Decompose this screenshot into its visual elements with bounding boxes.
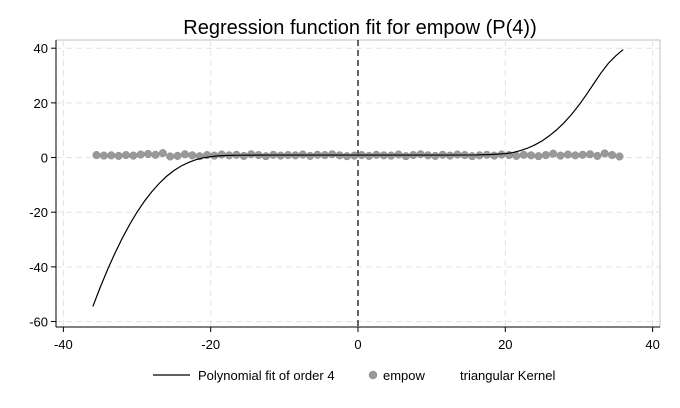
data-point (578, 150, 587, 159)
data-point (490, 151, 499, 160)
fit-line-segment (92, 154, 358, 307)
data-point (114, 151, 123, 160)
data-point (512, 151, 521, 160)
fit-line-segment (358, 49, 624, 156)
data-point (364, 151, 374, 160)
data-point (541, 151, 550, 160)
legend: Polynomial fit of order 4 empow triangul… (153, 368, 555, 383)
data-point (144, 149, 153, 159)
y-tick-label: 40 (34, 41, 48, 56)
data-point (129, 151, 138, 160)
legend-label-kernel: triangular Kernel (460, 368, 555, 383)
data-point (151, 150, 160, 159)
data-point (342, 152, 352, 161)
legend-marker-swatch (368, 370, 378, 380)
x-tick-label: -40 (54, 337, 73, 352)
data-point (549, 149, 558, 158)
data-point (306, 151, 315, 160)
x-tick-label: -20 (201, 337, 220, 352)
data-point (519, 150, 528, 159)
data-point (468, 152, 477, 161)
data-point (188, 151, 197, 160)
legend-label-fit: Polynomial fit of order 4 (198, 368, 335, 383)
data-point (99, 151, 108, 160)
data-point (416, 150, 425, 159)
legend-label-empow: empow (383, 368, 426, 383)
data-point (328, 150, 337, 159)
data-point (615, 152, 624, 161)
x-tick-label: 20 (498, 337, 512, 352)
y-tick-label: 20 (34, 96, 48, 111)
data-point (158, 149, 167, 158)
data-point (593, 151, 602, 160)
y-tick-label: -60 (29, 315, 48, 330)
data-point (217, 150, 226, 159)
data-point (534, 152, 543, 161)
data-point (121, 151, 131, 160)
y-tick-label: -20 (29, 205, 48, 220)
y-tick-label: 0 (41, 151, 48, 166)
x-tick-label: 40 (645, 337, 659, 352)
data-point (239, 151, 248, 160)
data-point (401, 152, 410, 161)
data-point (173, 151, 182, 160)
data-point (92, 151, 101, 160)
chart-title: Regression function fit for empow (P(4)) (183, 17, 536, 39)
data-point (261, 152, 270, 161)
axes: 40 20 0 -20 -40 -60 -40 -20 0 20 40 (29, 40, 660, 352)
data-point (563, 150, 572, 159)
fit-lines (92, 49, 624, 307)
data-point (431, 151, 440, 160)
x-tick-label: 0 (354, 337, 361, 352)
data-point (527, 151, 536, 160)
data-point (107, 151, 116, 160)
data-point (608, 151, 617, 160)
data-point (571, 151, 580, 160)
data-point (247, 150, 256, 159)
data-point (180, 150, 189, 159)
data-point (600, 149, 609, 158)
data-point (556, 151, 565, 160)
data-point (166, 152, 175, 161)
data-point (585, 150, 595, 159)
y-tick-label: -40 (29, 260, 48, 275)
data-point (136, 150, 145, 159)
